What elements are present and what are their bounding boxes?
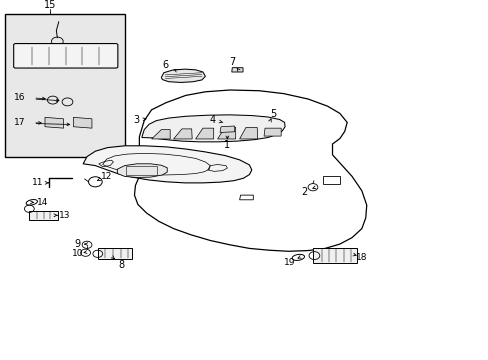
Text: 4: 4 [209,115,215,125]
Text: 11: 11 [32,178,44,187]
Text: 14: 14 [37,198,49,207]
Polygon shape [98,248,132,259]
Text: 18: 18 [355,253,367,261]
Text: 9: 9 [74,239,80,249]
Text: 16: 16 [14,93,25,102]
Text: 17: 17 [14,118,25,127]
Text: 6: 6 [162,60,168,70]
Text: 2: 2 [301,186,306,197]
Polygon shape [173,129,192,139]
Polygon shape [217,127,235,139]
Text: 5: 5 [269,109,275,120]
Polygon shape [83,146,251,183]
FancyBboxPatch shape [5,14,124,157]
Text: 12: 12 [101,172,112,181]
Polygon shape [45,117,63,128]
Polygon shape [231,68,243,72]
Polygon shape [161,69,205,82]
Polygon shape [239,127,257,139]
Polygon shape [264,128,281,136]
Polygon shape [220,126,234,132]
Text: 15: 15 [44,0,57,10]
Polygon shape [195,128,213,139]
Text: 3: 3 [133,115,139,125]
Polygon shape [73,117,92,128]
Polygon shape [117,164,167,177]
Text: 19: 19 [283,258,295,266]
Text: 13: 13 [59,211,70,220]
Text: 8: 8 [118,260,124,270]
FancyBboxPatch shape [14,44,118,68]
Text: 1: 1 [224,140,230,150]
Polygon shape [151,130,170,139]
Polygon shape [29,211,58,220]
Polygon shape [312,248,356,263]
Polygon shape [142,115,285,142]
Text: 10: 10 [71,249,83,258]
Text: 7: 7 [229,57,235,67]
